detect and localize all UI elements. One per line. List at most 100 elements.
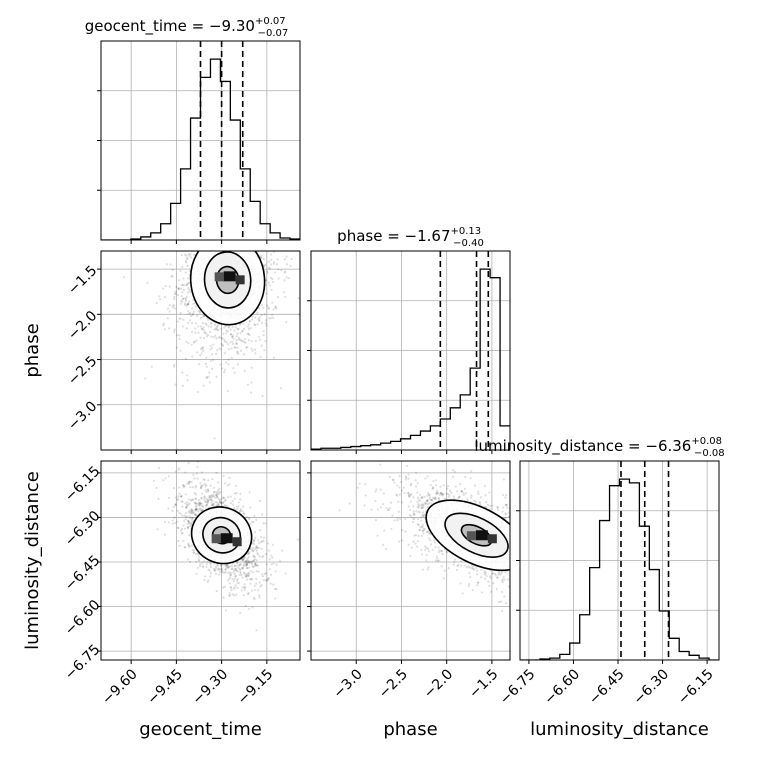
sample-point (542, 579, 544, 581)
sample-point (207, 218, 209, 220)
sample-point (195, 314, 199, 317)
sample-point (513, 586, 515, 588)
sample-point (515, 537, 517, 539)
sample-point (434, 496, 437, 499)
sample-point (166, 317, 169, 320)
sample-point (530, 567, 532, 569)
sample-point (275, 588, 278, 591)
sample-point (223, 371, 226, 374)
sample-point (265, 292, 268, 295)
sample-point (543, 544, 545, 546)
sample-point (174, 470, 177, 473)
sample-point (200, 346, 203, 349)
sample-point (184, 357, 188, 361)
sample-point (218, 220, 220, 222)
sample-point (533, 545, 535, 547)
sample-point (254, 562, 257, 566)
sample-point (269, 133, 271, 135)
sample-point (409, 554, 412, 558)
sample-point (545, 580, 547, 582)
sample-point (185, 501, 189, 504)
density-peak (223, 271, 236, 282)
sample-point (190, 256, 193, 259)
sample-point (183, 514, 186, 517)
sample-point (182, 485, 185, 489)
sample-point (181, 265, 184, 269)
sample-point (549, 571, 551, 573)
sample-point (393, 481, 396, 484)
sample-point (254, 323, 257, 327)
sample-point (338, 509, 341, 512)
sample-point (199, 504, 202, 507)
sample-point (526, 566, 528, 568)
sample-point (235, 342, 238, 345)
sample-point (239, 507, 243, 511)
sample-point (274, 271, 277, 274)
sample-point (520, 543, 522, 545)
title-upper-error: +0.13 (451, 226, 482, 237)
sample-point (524, 570, 526, 572)
sample-point (223, 211, 225, 213)
sample-point (513, 539, 515, 541)
sample-point (181, 371, 184, 374)
sample-point (364, 494, 367, 497)
sample-point (534, 542, 536, 544)
sample-point (234, 567, 237, 571)
sample-point (244, 225, 246, 227)
sample-point (514, 621, 516, 623)
sample-point (252, 559, 255, 562)
sample-point (523, 544, 525, 546)
sample-point (414, 534, 418, 537)
sample-point (254, 316, 257, 319)
sample-point (187, 521, 191, 524)
sample-point (451, 469, 454, 472)
sample-point (246, 573, 249, 576)
sample-point (197, 553, 200, 556)
sample-point (504, 512, 507, 515)
sample-point (232, 176, 234, 178)
sample-point (260, 584, 263, 587)
sample-point (272, 261, 276, 264)
sample-point (430, 498, 433, 502)
sample-point (226, 504, 229, 507)
sample-point (231, 184, 233, 186)
sample-point (176, 320, 179, 323)
sample-point (187, 342, 190, 345)
sample-point (236, 243, 238, 245)
sample-point (416, 500, 419, 504)
sample-point (203, 242, 205, 244)
sample-point (434, 545, 437, 549)
sample-point (247, 574, 250, 577)
sample-point (237, 327, 240, 331)
sample-point (204, 500, 207, 503)
sample-point (480, 568, 483, 571)
sample-point (223, 499, 226, 503)
sample-point (421, 568, 424, 571)
y-tick-label: −6.75 (62, 642, 104, 684)
sample-point (240, 589, 243, 592)
sample-point (257, 546, 260, 550)
sample-point (209, 236, 211, 238)
sample-point (194, 248, 196, 250)
sample-point (262, 229, 264, 231)
sample-point (226, 484, 229, 487)
sample-point (458, 495, 461, 498)
sample-point (189, 290, 192, 293)
sample-point (217, 481, 220, 484)
sample-point (430, 498, 433, 502)
sample-point (304, 212, 306, 214)
sample-point (255, 629, 258, 632)
sample-point (440, 549, 444, 552)
sample-point (210, 503, 213, 507)
sample-point (515, 581, 517, 583)
sample-point (532, 547, 534, 549)
sample-point (171, 275, 174, 278)
x-tick-label: −2.5 (376, 666, 411, 701)
sample-point (536, 585, 538, 587)
joint-geocent_time-phase (123, 133, 306, 440)
sample-point (214, 222, 216, 224)
sample-point (228, 594, 231, 597)
sample-point (207, 568, 210, 571)
sample-point (207, 318, 210, 321)
sample-point (223, 326, 226, 329)
